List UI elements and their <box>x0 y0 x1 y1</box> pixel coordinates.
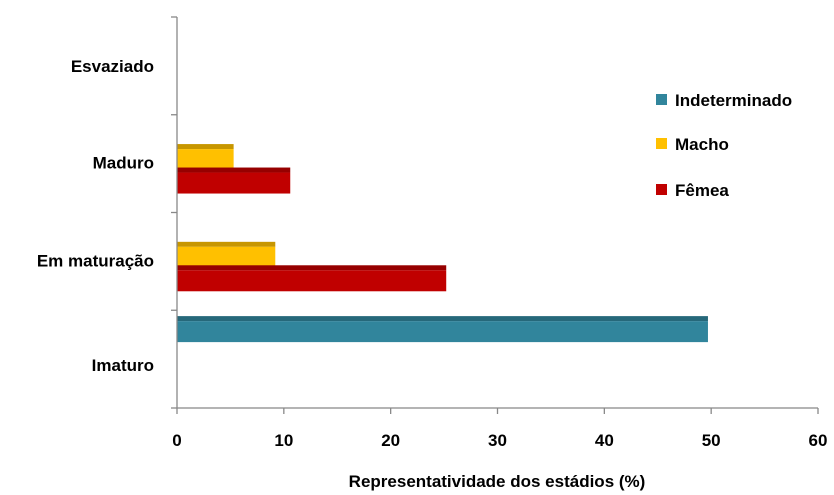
x-tick-label: 60 <box>809 431 828 450</box>
bar-face <box>177 270 447 292</box>
legend-swatch <box>656 184 667 195</box>
bar-face <box>177 246 276 268</box>
category-label: Esvaziado <box>71 57 154 76</box>
legend: Indeterminado Macho Fêmea <box>656 91 792 200</box>
x-tick-label: 50 <box>702 431 721 450</box>
legend-label: Macho <box>675 135 729 154</box>
bar-face <box>177 149 234 171</box>
x-tick-label: 20 <box>381 431 400 450</box>
legend-swatch <box>656 94 667 105</box>
legend-label: Indeterminado <box>675 91 792 110</box>
bar-top <box>177 241 276 247</box>
bar-top <box>177 316 708 322</box>
bar-top <box>177 265 447 271</box>
x-tick-label: 10 <box>274 431 293 450</box>
category-label: Maduro <box>93 154 154 173</box>
x-axis-title: Representatividade dos estádios (%) <box>349 472 646 491</box>
bar-face <box>177 172 291 194</box>
bar <box>177 265 447 292</box>
bar <box>177 241 276 268</box>
bar-top <box>177 167 291 173</box>
bar-face <box>177 321 708 343</box>
legend-label: Fêmea <box>675 181 729 200</box>
x-tick-label: 0 <box>172 431 181 450</box>
category-label: Imaturo <box>92 356 154 375</box>
legend-item: Indeterminado <box>656 91 792 110</box>
legend-swatch <box>656 138 667 149</box>
y-axis: Imaturo Em maturação Maduro Esvaziado <box>37 16 178 409</box>
bar <box>177 167 291 194</box>
bar-top <box>177 144 234 150</box>
category-label: Em maturação <box>37 251 154 270</box>
legend-item: Fêmea <box>656 181 729 200</box>
legend-item: Macho <box>656 135 729 154</box>
x-tick-label: 30 <box>488 431 507 450</box>
bar <box>177 316 708 343</box>
bar <box>177 144 234 171</box>
x-tick-label: 40 <box>595 431 614 450</box>
bars <box>177 144 708 343</box>
x-axis: 0 10 20 30 40 50 60 <box>172 407 828 450</box>
